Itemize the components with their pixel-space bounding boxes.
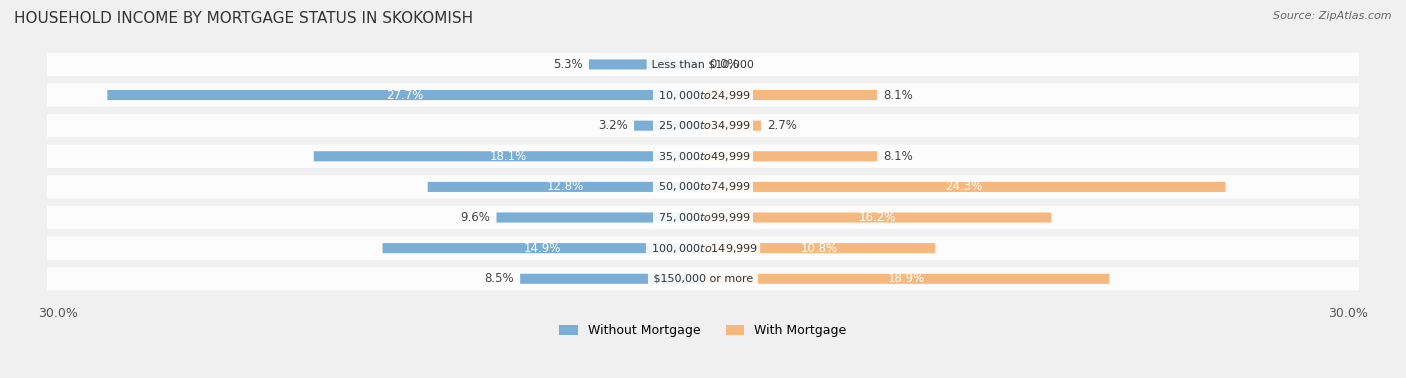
Text: 18.9%: 18.9% xyxy=(887,272,925,285)
Text: 5.3%: 5.3% xyxy=(553,58,582,71)
FancyBboxPatch shape xyxy=(46,53,1360,76)
FancyBboxPatch shape xyxy=(703,212,1052,223)
FancyBboxPatch shape xyxy=(46,206,1360,229)
FancyBboxPatch shape xyxy=(46,84,1360,107)
FancyBboxPatch shape xyxy=(703,182,1226,192)
FancyBboxPatch shape xyxy=(703,90,877,100)
FancyBboxPatch shape xyxy=(703,151,877,161)
Text: 14.9%: 14.9% xyxy=(524,242,561,255)
Text: $50,000 to $74,999: $50,000 to $74,999 xyxy=(655,180,751,194)
Text: 0.0%: 0.0% xyxy=(710,58,740,71)
Text: 3.2%: 3.2% xyxy=(598,119,627,132)
Text: 16.2%: 16.2% xyxy=(859,211,896,224)
FancyBboxPatch shape xyxy=(314,151,703,161)
Text: Less than $10,000: Less than $10,000 xyxy=(648,59,758,70)
Text: 8.5%: 8.5% xyxy=(484,272,513,285)
FancyBboxPatch shape xyxy=(634,121,703,131)
Text: HOUSEHOLD INCOME BY MORTGAGE STATUS IN SKOKOMISH: HOUSEHOLD INCOME BY MORTGAGE STATUS IN S… xyxy=(14,11,474,26)
FancyBboxPatch shape xyxy=(46,237,1360,260)
Text: 12.8%: 12.8% xyxy=(547,180,583,194)
Text: $150,000 or more: $150,000 or more xyxy=(650,274,756,284)
Text: $35,000 to $49,999: $35,000 to $49,999 xyxy=(655,150,751,163)
Text: 2.7%: 2.7% xyxy=(768,119,797,132)
Text: $100,000 to $149,999: $100,000 to $149,999 xyxy=(648,242,758,255)
FancyBboxPatch shape xyxy=(589,59,703,70)
Legend: Without Mortgage, With Mortgage: Without Mortgage, With Mortgage xyxy=(554,319,852,342)
Text: $25,000 to $34,999: $25,000 to $34,999 xyxy=(655,119,751,132)
FancyBboxPatch shape xyxy=(382,243,703,253)
FancyBboxPatch shape xyxy=(703,121,761,131)
Text: 9.6%: 9.6% xyxy=(460,211,491,224)
FancyBboxPatch shape xyxy=(427,182,703,192)
FancyBboxPatch shape xyxy=(46,145,1360,168)
FancyBboxPatch shape xyxy=(46,114,1360,137)
Text: $75,000 to $99,999: $75,000 to $99,999 xyxy=(655,211,751,224)
Text: 18.1%: 18.1% xyxy=(489,150,527,163)
Text: 8.1%: 8.1% xyxy=(883,88,914,102)
Text: 10.8%: 10.8% xyxy=(800,242,838,255)
FancyBboxPatch shape xyxy=(703,274,1109,284)
Text: 27.7%: 27.7% xyxy=(387,88,425,102)
Text: 8.1%: 8.1% xyxy=(883,150,914,163)
FancyBboxPatch shape xyxy=(46,267,1360,290)
FancyBboxPatch shape xyxy=(46,175,1360,198)
FancyBboxPatch shape xyxy=(496,212,703,223)
Text: Source: ZipAtlas.com: Source: ZipAtlas.com xyxy=(1274,11,1392,21)
Text: $10,000 to $24,999: $10,000 to $24,999 xyxy=(655,88,751,102)
FancyBboxPatch shape xyxy=(703,243,935,253)
FancyBboxPatch shape xyxy=(107,90,703,100)
FancyBboxPatch shape xyxy=(520,274,703,284)
Text: 24.3%: 24.3% xyxy=(946,180,983,194)
